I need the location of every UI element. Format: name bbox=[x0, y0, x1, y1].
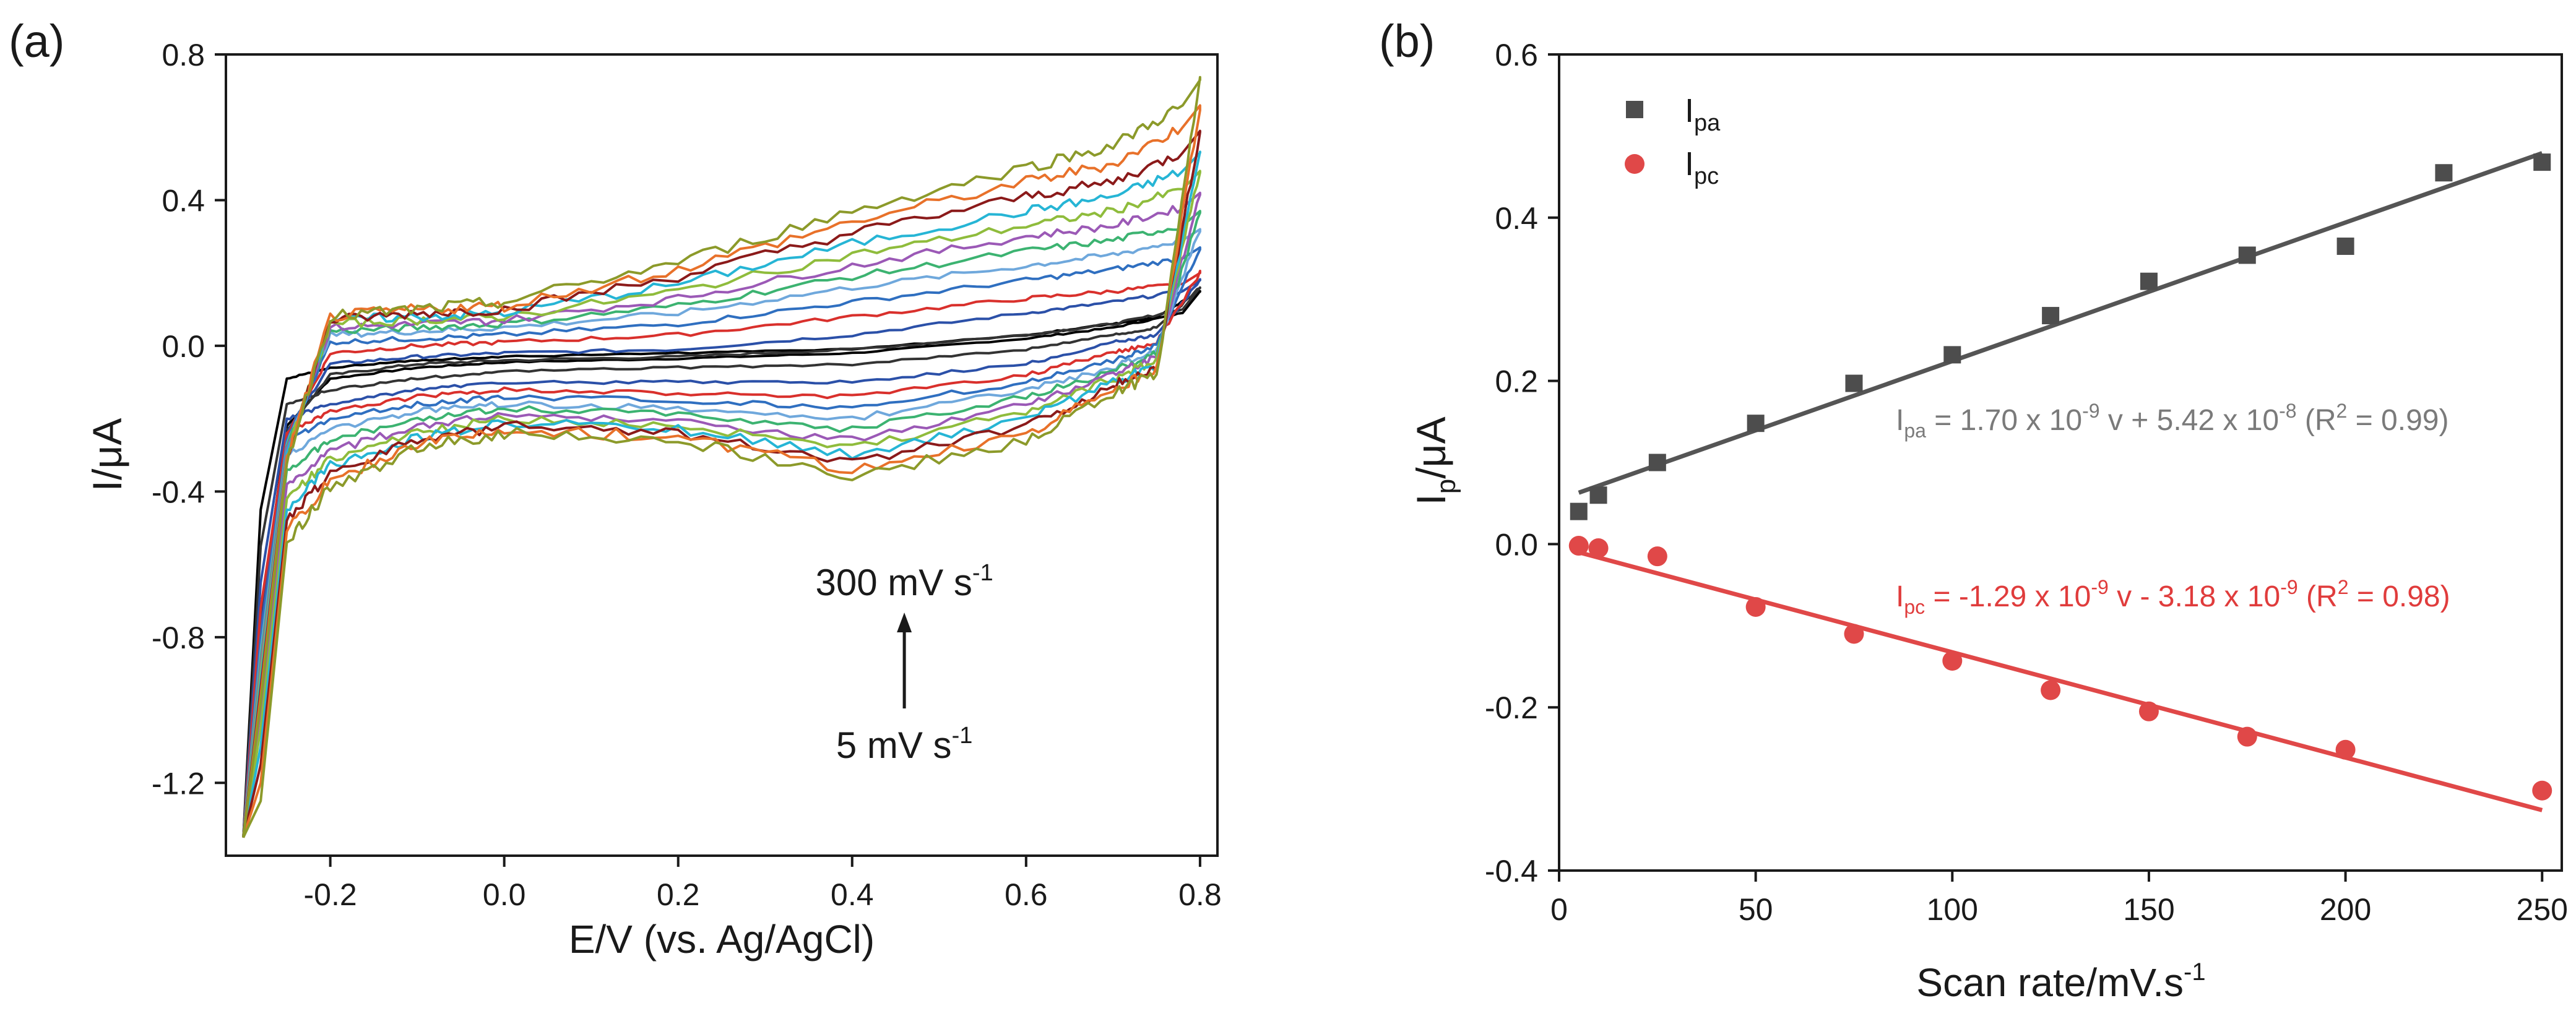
panel-a-ytick-label: 0.4 bbox=[162, 183, 205, 218]
data-point-ipa bbox=[1845, 374, 1863, 392]
panel-b-ytick-label: 0.4 bbox=[1495, 201, 1538, 236]
panel-a-label: (a) bbox=[9, 15, 64, 67]
data-point-ipc bbox=[1942, 651, 1963, 671]
cv-curve bbox=[242, 170, 1201, 838]
panel-b-xtick-label: 50 bbox=[1739, 892, 1773, 927]
data-point-ipa bbox=[1943, 346, 1961, 364]
panel-b-series-group bbox=[1568, 151, 2552, 812]
data-point-ipc bbox=[1588, 538, 1609, 558]
panel-a-frame bbox=[225, 53, 1219, 857]
data-point-ipc bbox=[1745, 596, 1766, 617]
panel-a-xtick-label: 0.6 bbox=[1005, 877, 1048, 912]
panel-b-ytick-label: -0.4 bbox=[1485, 854, 1538, 888]
data-point-ipa bbox=[2533, 153, 2551, 171]
panel-b-xtick-label: 100 bbox=[1927, 892, 1978, 927]
fit-line bbox=[1578, 550, 2543, 812]
data-point-ipc bbox=[1647, 546, 1667, 567]
data-point-ipa bbox=[1648, 454, 1666, 471]
annotation-5: 5 mV s-1 bbox=[836, 723, 973, 766]
fit-line bbox=[1578, 151, 2543, 495]
equation-ipc: Ipc = -1.29 x 10-9 v - 3.18 x 10-9 (R2 =… bbox=[1896, 576, 2450, 618]
data-point-ipa bbox=[1747, 415, 1765, 432]
cv-curve bbox=[242, 278, 1201, 838]
legend-label-ipc: Ipc bbox=[1685, 145, 1719, 189]
panel-b-xlabel: Scan rate/mV.s-1 bbox=[1916, 958, 2205, 1005]
cv-curve bbox=[242, 210, 1201, 838]
data-point-ipa bbox=[1589, 486, 1607, 504]
data-point-ipc bbox=[2532, 780, 2552, 801]
panel-b-xtick-label: 200 bbox=[2320, 892, 2371, 927]
panel-b-ytick-label: -0.2 bbox=[1485, 690, 1538, 725]
panel-a: (a) -0.2 0.0 0.2 0.4 0.6 0.8 -1.2 -0.8 -0.4 0.0 0.… bbox=[9, 15, 1222, 962]
cv-curve bbox=[242, 129, 1201, 838]
panel-b-xtick-label: 250 bbox=[2517, 892, 2568, 927]
panel-a-ylabel: I/μA bbox=[84, 418, 130, 492]
legend-marker-ipc bbox=[1625, 154, 1645, 174]
data-point-ipc bbox=[1844, 624, 1864, 644]
data-point-ipa bbox=[2435, 164, 2453, 182]
panel-b-ytick-label: 0.0 bbox=[1495, 527, 1538, 562]
data-point-ipc bbox=[1568, 536, 1589, 556]
equation-ipa: Ipa = 1.70 x 10-9 v + 5.42 x 10-8 (R2 = … bbox=[1896, 400, 2448, 442]
data-point-ipa bbox=[1570, 502, 1588, 520]
cv-curve bbox=[242, 246, 1201, 838]
panel-a-xtick-label: 0.0 bbox=[483, 877, 526, 912]
data-point-ipc bbox=[2335, 739, 2356, 760]
panel-b-ylabel: Ip/μA bbox=[1408, 416, 1461, 505]
data-point-ipc bbox=[2041, 680, 2061, 700]
legend-label-ipa: Ipa bbox=[1685, 92, 1721, 136]
cv-curve bbox=[242, 191, 1201, 838]
annotation-300: 300 mV s-1 bbox=[815, 560, 993, 603]
data-point-ipa bbox=[2042, 307, 2060, 325]
panel-b-ticks: 0 50 100 150 200 250 -0.4 -0.2 0.0 0.2 0.4 0.6 bbox=[1485, 38, 2568, 927]
panel-b-frame bbox=[1558, 53, 2563, 872]
panel-b: (b) 0 50 100 150 200 250-0.4-0.20.00.20.40.6 … bbox=[1379, 15, 2568, 1005]
panel-a-series-group bbox=[242, 75, 1201, 838]
panel-b-label: (b) bbox=[1379, 15, 1435, 67]
cv-curve bbox=[242, 75, 1201, 838]
panel-a-ticks: -0.2 0.0 0.2 0.4 0.6 0.8 -1.2 -0.8 -0.4 0.0 0.4 0.8 bbox=[152, 38, 1222, 912]
panel-a-ytick-label: -0.4 bbox=[152, 475, 205, 509]
data-point-ipa bbox=[2238, 246, 2256, 264]
cv-curve bbox=[242, 150, 1201, 838]
panel-a-xlabel: E/V (vs. Ag/AgCl) bbox=[569, 917, 875, 962]
cv-curve bbox=[242, 269, 1201, 838]
panel-b-xtick-label: 0 bbox=[1550, 892, 1568, 927]
legend-marker-ipa bbox=[1626, 101, 1643, 118]
panel-a-xtick-label: -0.2 bbox=[304, 877, 357, 912]
data-point-ipc bbox=[2237, 726, 2257, 747]
panel-b-ytick-label: 0.6 bbox=[1495, 38, 1538, 72]
cv-curve bbox=[242, 290, 1201, 838]
data-point-ipa bbox=[2140, 272, 2158, 290]
data-point-ipc bbox=[2138, 701, 2159, 721]
cv-curve bbox=[242, 286, 1201, 838]
panel-a-ytick-label: -0.8 bbox=[152, 621, 205, 655]
cv-curve bbox=[242, 104, 1201, 838]
panel-a-xtick-label: 0.2 bbox=[657, 877, 700, 912]
annotation-arrowhead bbox=[897, 613, 912, 632]
panel-a-ytick-label: 0.0 bbox=[162, 329, 205, 364]
panel-a-xtick-label: 0.8 bbox=[1178, 877, 1222, 912]
legend: Ipa Ipc bbox=[1625, 92, 1721, 189]
cv-curve bbox=[242, 228, 1201, 838]
panel-a-xtick-label: 0.4 bbox=[831, 877, 874, 912]
data-point-ipa bbox=[2336, 237, 2354, 255]
panel-b-xtick-label: 150 bbox=[2123, 892, 2174, 927]
panel-b-ytick-label: 0.2 bbox=[1495, 364, 1538, 399]
panel-a-ytick-label: 0.8 bbox=[162, 38, 205, 72]
panel-a-ytick-label: -1.2 bbox=[152, 766, 205, 801]
